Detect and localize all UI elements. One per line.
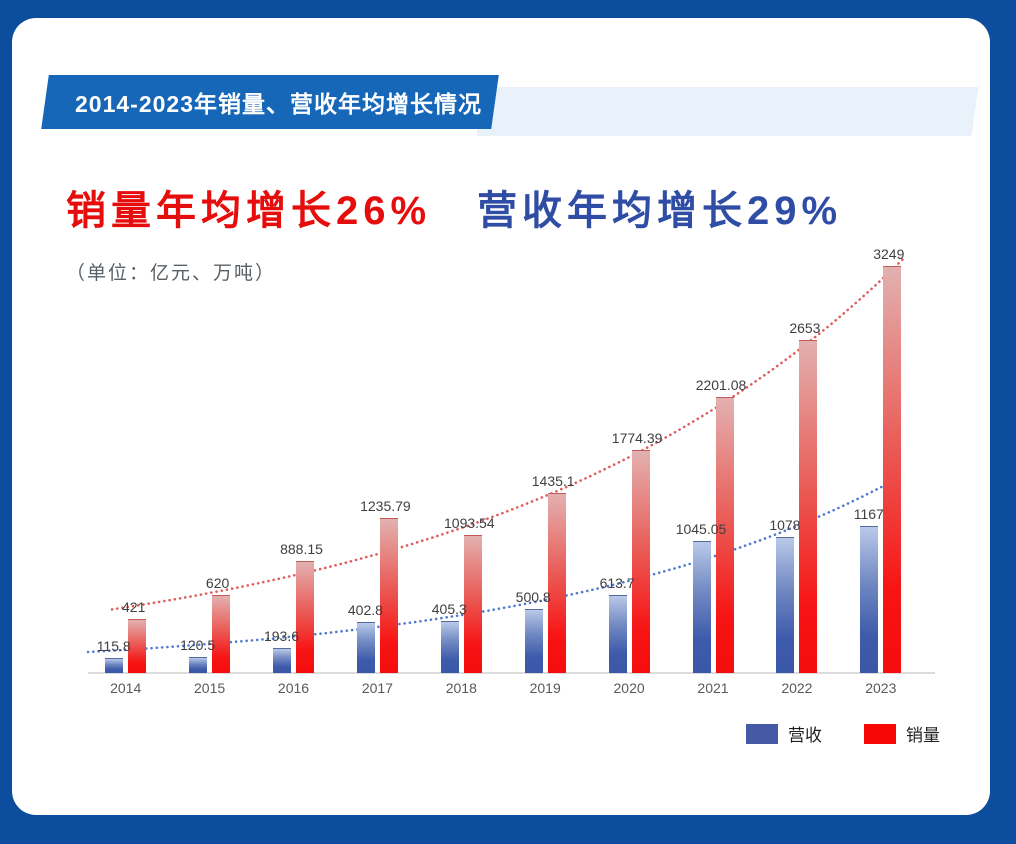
value-label-sales-2016: 888.15 — [280, 541, 323, 557]
bar-revenue-2015 — [189, 656, 208, 673]
bar-revenue-2021 — [692, 541, 711, 673]
x-axis-label-2021: 2021 — [697, 680, 729, 696]
value-label-revenue-2016: 193.6 — [263, 627, 300, 644]
x-axis-label-2019: 2019 — [529, 680, 561, 696]
legend-label-sales: 销量 — [906, 726, 940, 745]
x-axis-label-2015: 2015 — [194, 680, 226, 696]
x-axis-label-2020: 2020 — [613, 680, 645, 696]
bar-revenue-2022 — [776, 537, 795, 673]
bar-revenue-2017 — [356, 621, 375, 673]
value-label-sales-2017: 1235.79 — [360, 497, 411, 514]
bar-sales-2018 — [463, 535, 482, 673]
bar-sales-2014 — [128, 619, 147, 673]
bar-sales-2022 — [799, 340, 818, 673]
value-label-sales-2021: 2201.08 — [695, 376, 747, 393]
value-label-revenue-2017: 402.8 — [347, 601, 383, 618]
bar-sales-2019 — [547, 492, 566, 673]
value-label-revenue-2018: 405.3 — [431, 601, 467, 618]
x-axis-label-2018: 2018 — [445, 680, 477, 696]
legend-item-revenue: 营收 — [746, 721, 822, 746]
value-label-sales-2015: 620 — [205, 574, 230, 591]
bar-sales-2015 — [212, 594, 231, 673]
bar-sales-2020 — [631, 450, 650, 673]
content-panel: 2014-2023年销量、营收年均增长情况 销量年均增长26% 营收年均增长29… — [12, 18, 990, 815]
bar-sales-2016 — [296, 561, 314, 673]
value-label-revenue-2021: 1045.05 — [675, 521, 727, 538]
value-label-sales-2020: 1774.39 — [611, 430, 663, 447]
value-label-revenue-2019: 500.8 — [515, 589, 551, 606]
bar-revenue-2018 — [440, 621, 459, 673]
value-label-sales-2019: 1435.1 — [531, 472, 575, 489]
headline-sales-growth: 销量年均增长26% — [66, 189, 432, 233]
headline: 销量年均增长26% 营收年均增长29% — [66, 178, 842, 236]
value-label-sales-2023: 3249 — [873, 246, 905, 262]
chart-legend: 营收 销量 — [746, 721, 940, 746]
value-label-sales-2014: 421 — [122, 599, 146, 616]
trendlines-layer — [86, 255, 907, 654]
bar-sales-2021 — [715, 396, 734, 673]
value-label-revenue-2023: 1167 — [853, 506, 884, 523]
headline-revenue-growth: 营收年均增长29% — [477, 189, 843, 233]
value-label-revenue-2022: 1078 — [769, 517, 801, 534]
bar-chart: 115.8 421 2014 120.5 620 2015 193.6 888.15 2016 4… — [12, 18, 990, 815]
x-axis-label-2017: 2017 — [361, 680, 393, 696]
x-axis-label-2014: 2014 — [110, 680, 142, 696]
x-axis-label-2016: 2016 — [277, 680, 310, 696]
bar-sales-2017 — [379, 517, 398, 673]
value-label-sales-2022: 2653 — [789, 320, 821, 337]
x-axis-label-2022: 2022 — [781, 680, 813, 696]
x-axis-label-2023: 2023 — [865, 680, 897, 696]
value-label-revenue-2015: 120.5 — [180, 636, 216, 653]
value-label-revenue-2020: 613.7 — [599, 575, 635, 592]
legend-item-sales: 销量 — [864, 721, 940, 746]
bar-revenue-2023 — [860, 526, 879, 673]
legend-swatch-revenue — [746, 723, 778, 744]
x-axis-line — [88, 672, 935, 674]
bar-sales-2023 — [883, 266, 902, 673]
value-label-sales-2018: 1093.54 — [443, 515, 495, 532]
bar-revenue-2019 — [524, 609, 543, 673]
bar-revenue-2014 — [105, 657, 124, 673]
value-label-revenue-2014: 115.8 — [96, 637, 131, 654]
legend-swatch-sales — [864, 723, 896, 744]
bar-revenue-2016 — [273, 647, 291, 673]
legend-label-revenue: 营收 — [788, 726, 822, 745]
bar-revenue-2020 — [608, 595, 627, 673]
trendline-revenue — [86, 481, 892, 654]
